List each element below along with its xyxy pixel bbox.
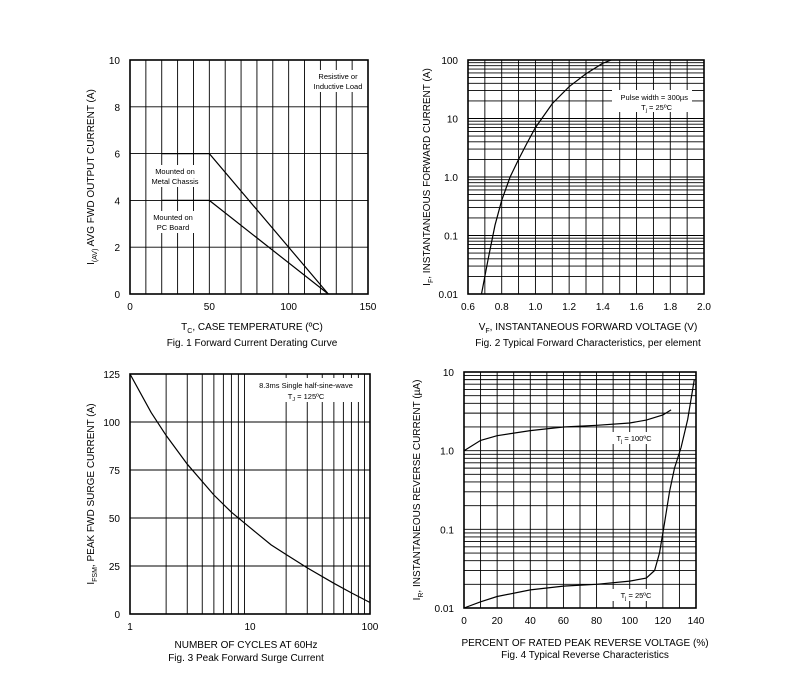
- y-tick-label: 10: [447, 115, 459, 126]
- chart-title: Fig. 2 Typical Forward Characteristics, …: [475, 338, 701, 349]
- y-tick-label: 125: [103, 370, 120, 381]
- x-tick-label: 1.0: [528, 302, 542, 313]
- y-tick-label: 50: [109, 514, 121, 525]
- x-tick-label: 100: [280, 302, 297, 313]
- x-tick-label: 1.8: [663, 302, 677, 313]
- x-tick-label: 120: [655, 616, 672, 627]
- chart-derating: 0 50 100 150 0 2 4 6 8 10 TC, CASE TEMPERATURE (º…: [86, 56, 377, 349]
- x-tick-label: 100: [362, 622, 379, 633]
- annotation-pcboard-line2: PC Board: [157, 223, 190, 232]
- y-tick-label: 0: [114, 610, 120, 621]
- annotation-tj25: Tj = 25ºC: [621, 591, 652, 602]
- x-tick-label: 0: [127, 302, 133, 313]
- y-tick-label: 0.01: [435, 604, 455, 615]
- y-tick-label: 0.1: [440, 525, 454, 536]
- x-tick-label: 1.6: [630, 302, 644, 313]
- chart-title: Fig. 3 Peak Forward Surge Current: [168, 653, 324, 664]
- y-tick-label: 25: [109, 562, 121, 573]
- y-tick-label: 4: [114, 196, 120, 207]
- y-tick-label: 0.01: [439, 290, 459, 301]
- y-tick-label: 1.0: [440, 447, 454, 458]
- x-tick-label: 0: [461, 616, 467, 627]
- annotation-bg: [148, 211, 198, 233]
- y-tick-label: 2: [114, 243, 120, 254]
- x-tick-label: 80: [591, 616, 603, 627]
- y-axis-label: IF, INSTANTANEOUS FORWARD CURRENT (A): [422, 68, 435, 286]
- x-tick-label: 60: [558, 616, 570, 627]
- y-tick-label: 1.0: [444, 173, 458, 184]
- plot-frame: [129, 373, 371, 615]
- annotation-pulse-line1: Pulse width = 300µs: [621, 93, 689, 102]
- x-tick-label: 2.0: [697, 302, 711, 313]
- y-tick-label: 0.1: [444, 232, 458, 243]
- x-tick-label: 0.6: [461, 302, 475, 313]
- y-tick-label: 8: [114, 103, 120, 114]
- x-tick-label: 1.4: [596, 302, 610, 313]
- chart-forward-characteristics: 0.6 0.8 1.0 1.2 1.4 1.6 1.8 2.00.010.11.010100 …: [422, 56, 711, 349]
- annotation-tj100: Tj = 100ºC: [616, 434, 652, 445]
- annotation-surge-line1: 8.3ms Single half-sine-wave: [259, 381, 353, 390]
- annotation-bg: [612, 589, 658, 601]
- x-axis-label: VF, INSTANTANEOUS FORWARD VOLTAGE (V): [479, 322, 698, 335]
- series-line: [463, 379, 695, 609]
- y-tick-label: 75: [109, 466, 121, 477]
- plot-frame: [463, 371, 697, 609]
- x-tick-label: 150: [360, 302, 377, 313]
- chart-title: Fig. 4 Typical Reverse Characteristics: [501, 650, 669, 661]
- y-axis-label: I(AV) AVG FWD OUTPUT CURRENT (A): [86, 89, 99, 265]
- annotation-bg: [608, 432, 660, 444]
- x-axis-label: PERCENT OF RATED PEAK REVERSE VOLTAGE (%…: [461, 638, 708, 649]
- plot-frame: [129, 59, 369, 295]
- plot-frame: [467, 59, 705, 295]
- x-tick-label: 140: [688, 616, 705, 627]
- annotation-bg: [252, 378, 362, 402]
- annotation-pcboard-line1: Mounted on: [153, 213, 193, 222]
- annotation-tj: TJ = 125ºC: [288, 392, 325, 403]
- annotation-bg: [612, 90, 692, 112]
- annotation-bg: [312, 70, 364, 92]
- y-tick-label: 100: [103, 418, 120, 429]
- y-tick-label: 10: [443, 368, 455, 379]
- annotation-load-line1: Resistive or: [318, 72, 358, 81]
- series-line: [161, 153, 329, 295]
- series-line: [161, 199, 329, 295]
- x-tick-label: 100: [621, 616, 638, 627]
- x-tick-label: 40: [525, 616, 537, 627]
- x-tick-label: 50: [204, 302, 216, 313]
- annotation-chassis-line2: Metal Chassis: [151, 177, 198, 186]
- series-line: [129, 373, 371, 604]
- series-line: [463, 409, 672, 452]
- y-tick-label: 10: [109, 56, 121, 67]
- chart-surge-current: 1 10 100 0 25 50 75 100 125 NUMBER OF CYCLES AT …: [86, 370, 379, 664]
- y-tick-label: 100: [441, 56, 458, 67]
- annotation-bg: [148, 165, 202, 187]
- x-tick-label: 10: [244, 622, 256, 633]
- x-tick-label: 1.2: [562, 302, 576, 313]
- annotation-load-line2: Inductive Load: [314, 82, 363, 91]
- y-tick-label: 6: [114, 150, 120, 161]
- x-axis-label: NUMBER OF CYCLES AT 60Hz: [175, 640, 318, 651]
- x-tick-label: 20: [492, 616, 504, 627]
- x-tick-label: 1: [127, 622, 133, 633]
- x-axis-label: TC, CASE TEMPERATURE (ºC): [181, 322, 323, 335]
- chart-title: Fig. 1 Forward Current Derating Curve: [167, 338, 338, 349]
- series-line: [480, 59, 612, 295]
- annotation-chassis-line1: Mounted on: [155, 167, 195, 176]
- y-axis-label: IR, INSTANTANEOUS REVERSE CURRENT (µA): [412, 380, 425, 601]
- chart-reverse-characteristics: 0 20 40 60 80 100 120 140 0.01 0.1 1.0 10 PERCENT O…: [412, 368, 709, 661]
- x-tick-label: 0.8: [495, 302, 509, 313]
- y-axis-label: IFSM, PEAK FWD SURGE CURRENT (A): [86, 403, 99, 584]
- annotation-tj: Tj = 25ºC: [641, 103, 672, 114]
- y-tick-label: 0: [114, 290, 120, 301]
